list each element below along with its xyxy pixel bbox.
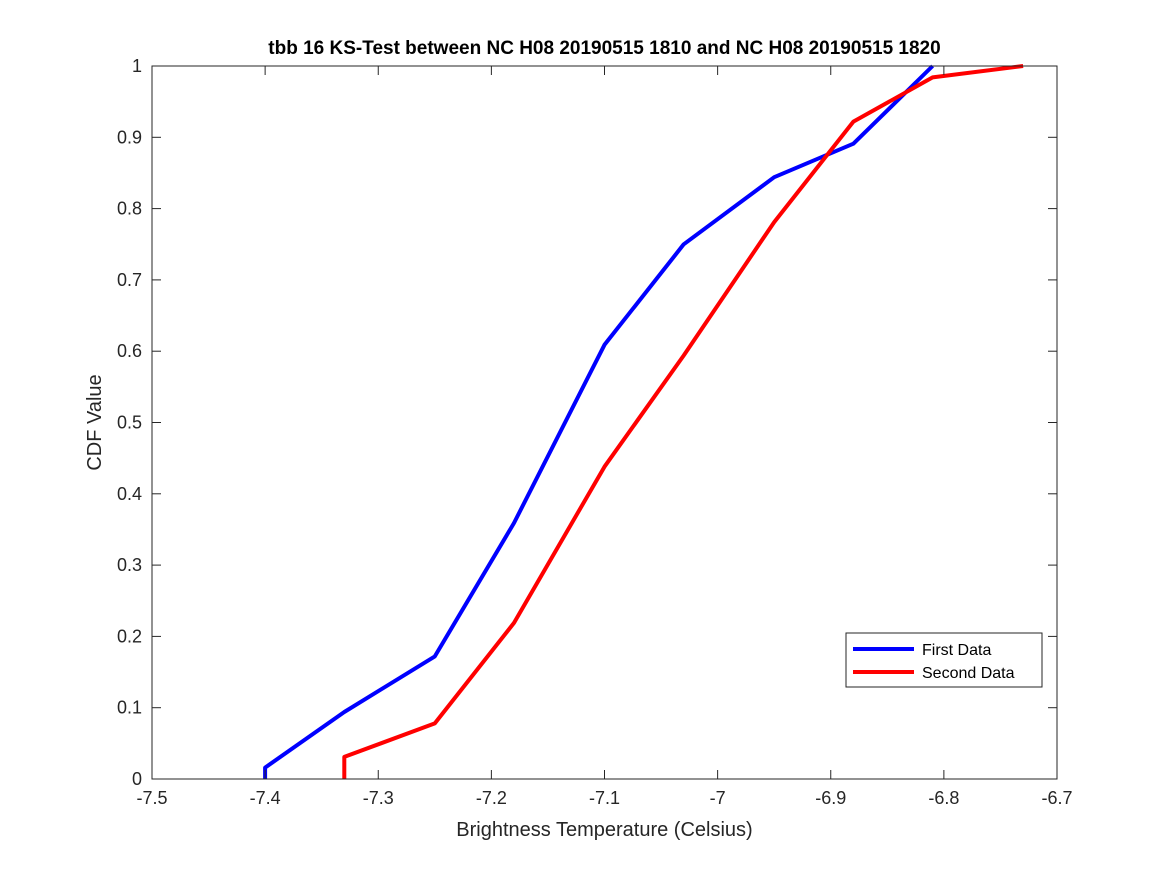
legend-label-1: First Data (922, 642, 991, 659)
y-tick-label: 0.9 (117, 127, 142, 147)
y-tick-label: 0.6 (117, 341, 142, 361)
ticks-layer: -7.5 -7.4 -7.3 -7.2 -7.1 -7 -6.9 -6.8 -6.7 0 0.1 0.… (117, 56, 1073, 808)
y-tick-label: 0.3 (117, 555, 142, 575)
y-tick-label: 0.5 (117, 413, 142, 433)
series-line-2 (342, 64, 1024, 779)
y-tick-label: 0.4 (117, 484, 142, 504)
x-tick-label: -7.1 (589, 788, 620, 808)
legend-box (845, 632, 1043, 688)
y-tick-label: 1 (132, 56, 142, 76)
y-tick-label: 0.2 (117, 626, 142, 646)
x-tick-label: -7 (710, 788, 726, 808)
x-axis-label: Brightness Temperature (Celsius) (456, 819, 752, 841)
x-tick-label: -7.3 (363, 788, 394, 808)
y-tick-label: 0.1 (117, 698, 142, 718)
y-tick-label: 0.8 (117, 199, 142, 219)
x-tick-label: -6.9 (815, 788, 846, 808)
legend-label-2: Second Data (922, 665, 1015, 682)
legend: First Data Second Data (845, 632, 1043, 688)
x-tick-label: -7.4 (250, 788, 281, 808)
y-tick-label: 0.7 (117, 270, 142, 290)
y-axis-label: CDF Value (84, 374, 106, 470)
chart-title: tbb 16 KS-Test between NC H08 20190515 1… (268, 38, 940, 59)
x-tick-label: -6.8 (928, 788, 959, 808)
series-line-1 (263, 64, 935, 779)
x-tick-label: -7.5 (136, 788, 167, 808)
y-tick-label: 0 (132, 769, 142, 789)
x-tick-label: -6.7 (1041, 788, 1072, 808)
series-layer (263, 64, 1024, 779)
x-tick-label: -7.2 (476, 788, 507, 808)
